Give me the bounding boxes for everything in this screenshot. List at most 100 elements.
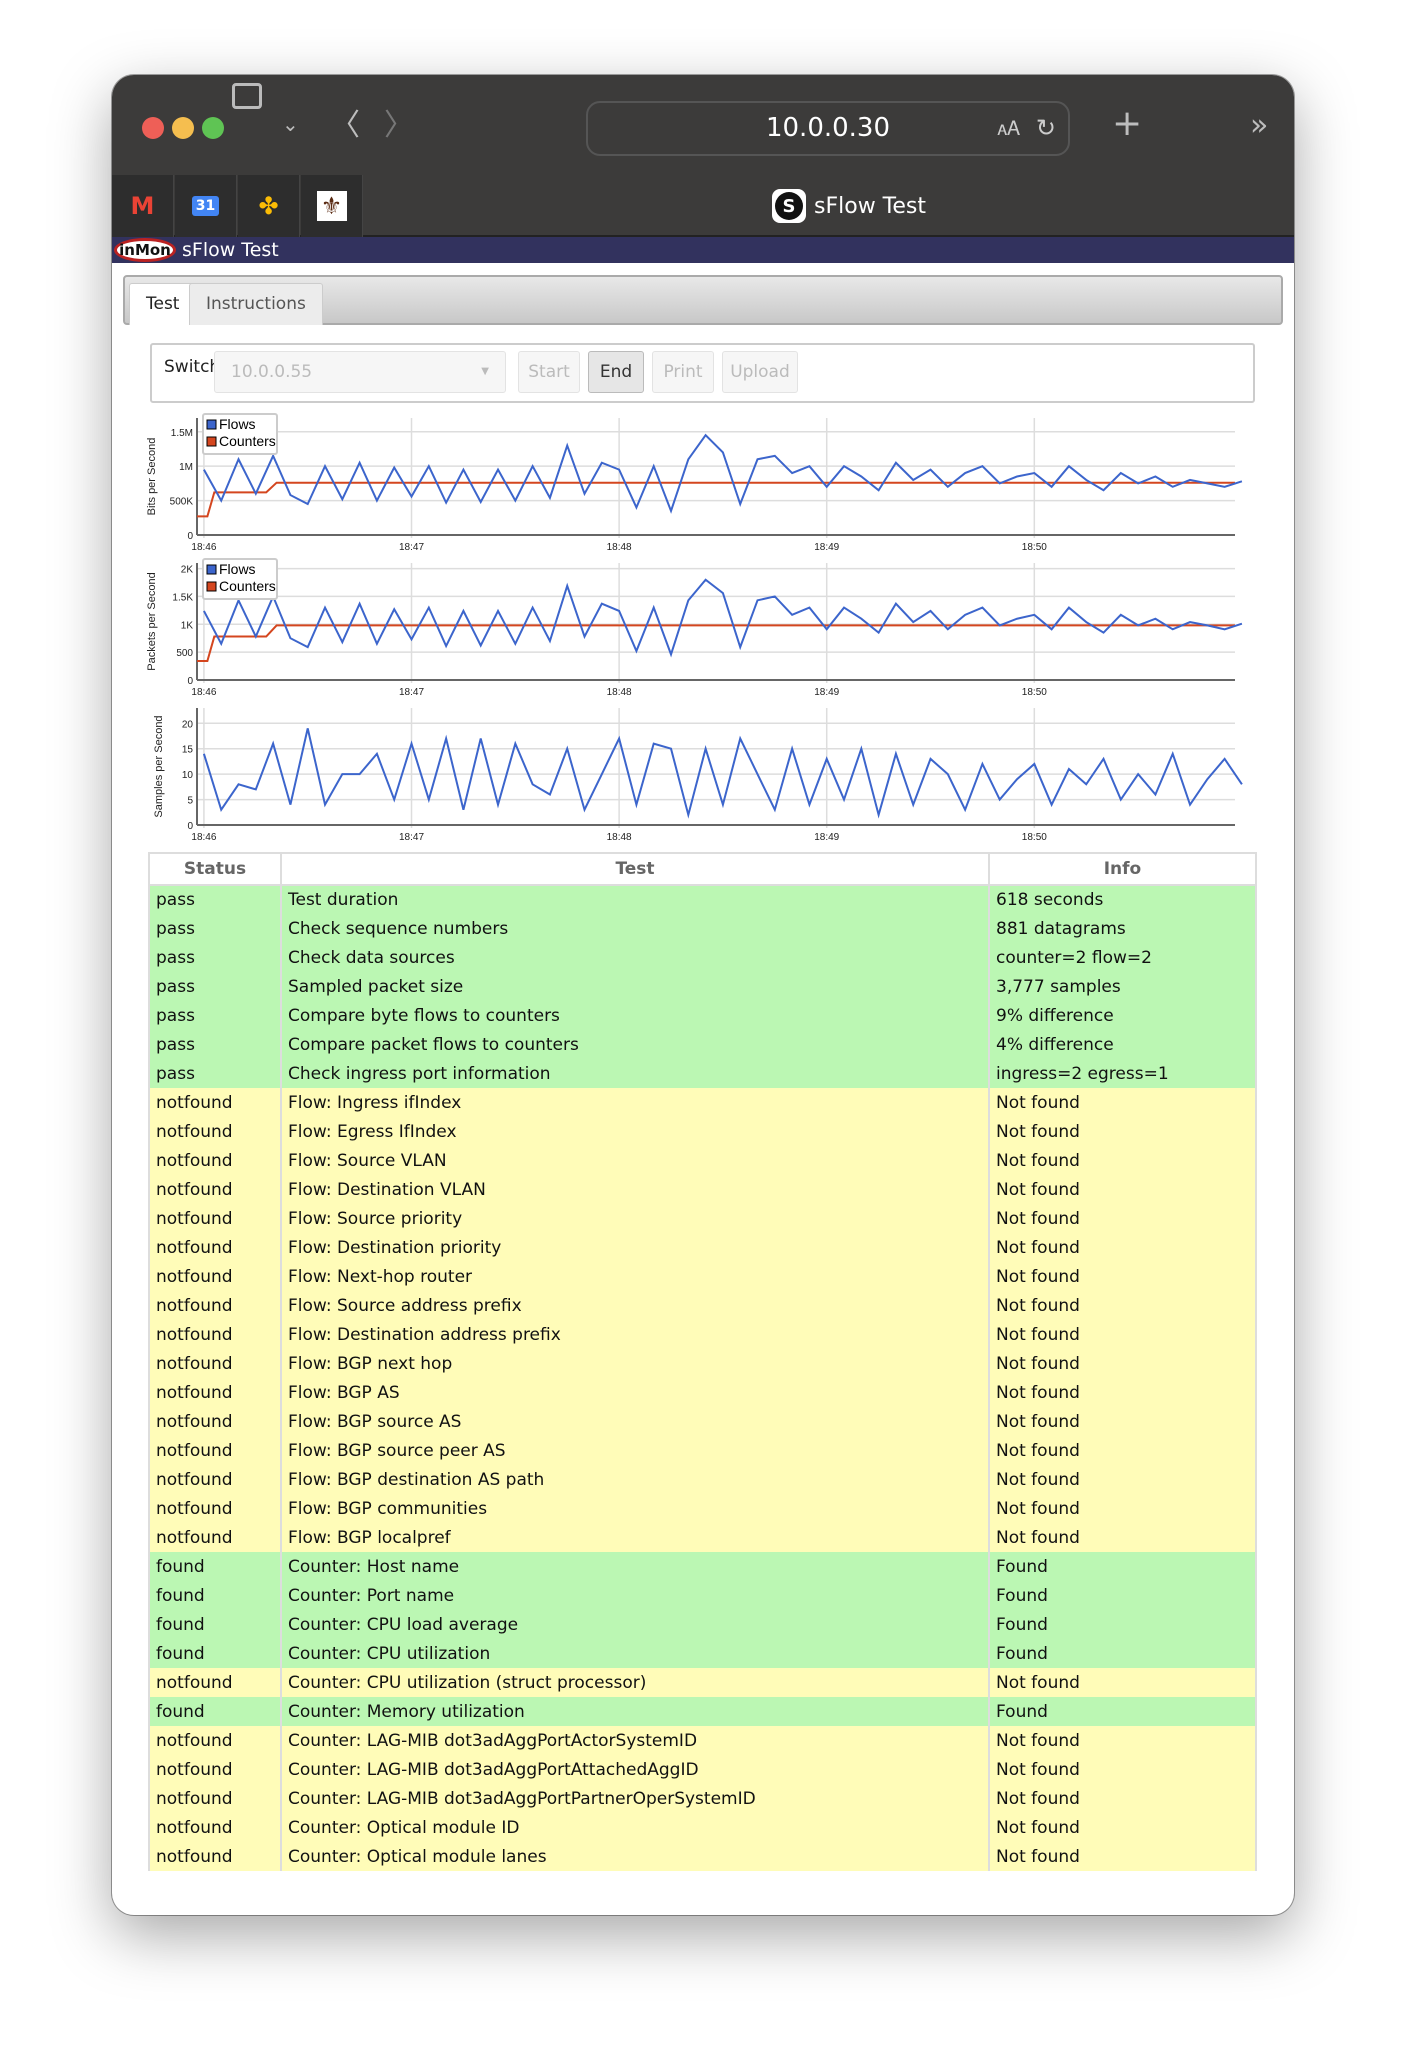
status-cell: notfound bbox=[148, 1349, 282, 1378]
legend-label-counters: Counters bbox=[219, 433, 276, 449]
table-row: found Counter: Host name Found bbox=[148, 1552, 1257, 1581]
info-cell: 9% difference bbox=[988, 1001, 1257, 1030]
table-row: pass Compare packet flows to counters 4% d… bbox=[148, 1030, 1257, 1059]
print-button[interactable]: Print bbox=[652, 351, 714, 393]
photos-icon[interactable]: ✤ bbox=[238, 175, 300, 237]
chevron-down-icon[interactable]: ⌄ bbox=[282, 112, 299, 136]
legend-label-flows: Flows bbox=[219, 561, 256, 577]
minimize-window-button[interactable] bbox=[172, 117, 194, 139]
table-row: notfound Flow: BGP localpref Not found bbox=[148, 1523, 1257, 1552]
y-tick-label: 2K bbox=[181, 565, 194, 576]
x-tick-label: 18:50 bbox=[1022, 687, 1047, 698]
app-title: sFlow Test bbox=[182, 239, 279, 261]
legend-box bbox=[202, 558, 278, 600]
test-cell: Compare byte flows to counters bbox=[280, 1001, 990, 1030]
info-cell: counter=2 flow=2 bbox=[988, 943, 1257, 972]
info-cell: Not found bbox=[988, 1088, 1257, 1117]
switch-value: 10.0.0.55 bbox=[231, 362, 313, 382]
info-cell: Not found bbox=[988, 1349, 1257, 1378]
legend-swatch-flows bbox=[206, 564, 217, 575]
test-cell: Counter: Host name bbox=[280, 1552, 990, 1581]
test-cell: Flow: BGP localpref bbox=[280, 1523, 990, 1552]
x-tick-label: 18:49 bbox=[814, 687, 839, 698]
y-tick-label: 0 bbox=[187, 531, 193, 542]
calendar-icon[interactable]: 31 bbox=[175, 175, 237, 237]
x-tick-label: 18:46 bbox=[191, 687, 216, 698]
x-tick-label: 18:48 bbox=[607, 832, 632, 843]
sidebar-icon[interactable] bbox=[232, 83, 262, 109]
start-button[interactable]: Start bbox=[518, 351, 580, 393]
status-cell: pass bbox=[148, 972, 282, 1001]
gmail-icon[interactable]: M bbox=[112, 175, 174, 237]
table-row: pass Sampled packet size 3,777 samples bbox=[148, 972, 1257, 1001]
bits-per-second-chart: 0 500K 1M 1.5M 18:46 18:47 18:48 18:49 18:50 Bits… bbox=[146, 413, 1243, 553]
table-row: notfound Flow: Destination priority Not fo… bbox=[148, 1233, 1257, 1262]
info-cell: Not found bbox=[988, 1291, 1257, 1320]
test-cell: Check ingress port information bbox=[280, 1059, 990, 1088]
back-icon[interactable]: 〈 bbox=[330, 108, 360, 143]
table-row: found Counter: Port name Found bbox=[148, 1581, 1257, 1610]
status-cell: found bbox=[148, 1581, 282, 1610]
status-cell: notfound bbox=[148, 1465, 282, 1494]
info-cell: Not found bbox=[988, 1726, 1257, 1755]
x-tick-label: 18:48 bbox=[607, 687, 632, 698]
table-row: notfound Counter: LAG-MIB dot3adAggPortAt… bbox=[148, 1755, 1257, 1784]
info-cell: Not found bbox=[988, 1436, 1257, 1465]
counters-series-line bbox=[197, 624, 1235, 663]
table-row: notfound Flow: Ingress ifIndex Not found bbox=[148, 1088, 1257, 1117]
info-cell: Not found bbox=[988, 1784, 1257, 1813]
results-table: Status Test Info pass Test duration 618 se… bbox=[148, 852, 1257, 1871]
upload-button[interactable]: Upload bbox=[722, 351, 798, 393]
reload-icon[interactable]: ↻ bbox=[1035, 114, 1056, 142]
status-cell: notfound bbox=[148, 1117, 282, 1146]
status-cell: notfound bbox=[148, 1320, 282, 1349]
close-window-button[interactable] bbox=[142, 117, 164, 139]
status-cell: notfound bbox=[148, 1755, 282, 1784]
test-cell: Counter: LAG-MIB dot3adAggPortAttachedAg… bbox=[280, 1755, 990, 1784]
tab-strip: M 31 ✤ ⚜ S sFlow Test bbox=[112, 175, 1294, 237]
end-button[interactable]: End bbox=[588, 351, 644, 393]
y-axis-label: Bits per Second bbox=[146, 438, 158, 516]
info-cell: Found bbox=[988, 1581, 1257, 1610]
status-cell: notfound bbox=[148, 1813, 282, 1842]
table-row: notfound Counter: Optical module lanes Not… bbox=[148, 1842, 1257, 1871]
calendar-day: 31 bbox=[191, 196, 220, 216]
status-cell: notfound bbox=[148, 1378, 282, 1407]
legend-swatch-counters bbox=[206, 436, 217, 447]
new-tab-icon[interactable]: + bbox=[1112, 103, 1143, 144]
switch-select[interactable]: 10.0.0.55 ▼ bbox=[214, 351, 506, 393]
counters-series-line bbox=[197, 481, 1235, 518]
legend-label-flows: Flows bbox=[219, 416, 256, 432]
status-cell: found bbox=[148, 1552, 282, 1581]
status-cell: notfound bbox=[148, 1146, 282, 1175]
test-cell: Flow: Source VLAN bbox=[280, 1146, 990, 1175]
info-cell: Not found bbox=[988, 1523, 1257, 1552]
test-cell: Counter: Port name bbox=[280, 1581, 990, 1610]
test-cell: Counter: CPU utilization bbox=[280, 1639, 990, 1668]
status-cell: notfound bbox=[148, 1204, 282, 1233]
tab-test[interactable]: Test bbox=[129, 283, 197, 325]
active-tab[interactable]: S sFlow Test bbox=[772, 189, 926, 223]
table-row: notfound Flow: Destination VLAN Not found bbox=[148, 1175, 1257, 1204]
flows-series-line bbox=[202, 728, 1243, 819]
tab-icon-letter: S bbox=[775, 192, 803, 220]
fleur-de-lis-icon[interactable]: ⚜ bbox=[301, 175, 363, 237]
more-tabs-icon[interactable]: » bbox=[1250, 108, 1269, 143]
zoom-window-button[interactable] bbox=[202, 117, 224, 139]
test-cell: Flow: BGP source AS bbox=[280, 1407, 990, 1436]
legend-label-counters: Counters bbox=[219, 578, 276, 594]
forward-icon[interactable]: 〉 bbox=[384, 108, 414, 143]
translate-icon[interactable]: 🗚 bbox=[997, 116, 1020, 140]
x-tick-label: 18:46 bbox=[191, 832, 216, 843]
info-cell: Not found bbox=[988, 1117, 1257, 1146]
address-bar[interactable]: 10.0.0.30 🗚 ↻ bbox=[586, 101, 1070, 156]
test-cell: Flow: BGP next hop bbox=[280, 1349, 990, 1378]
tab-instructions[interactable]: Instructions bbox=[189, 283, 323, 325]
x-tick-label: 18:47 bbox=[399, 832, 424, 843]
test-cell: Counter: Optical module ID bbox=[280, 1813, 990, 1842]
table-row: notfound Counter: LAG-MIB dot3adAggPortPa… bbox=[148, 1784, 1257, 1813]
test-cell: Flow: BGP destination AS path bbox=[280, 1465, 990, 1494]
y-tick-label: 20 bbox=[182, 719, 194, 730]
test-cell: Flow: Source address prefix bbox=[280, 1291, 990, 1320]
status-cell: notfound bbox=[148, 1726, 282, 1755]
